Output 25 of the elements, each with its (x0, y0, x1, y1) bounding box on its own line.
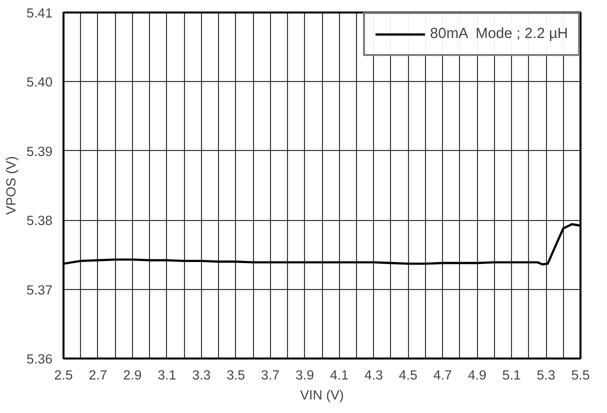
y-tick-label: 5.40 (26, 74, 53, 90)
x-tick-label: 4.5 (398, 368, 418, 382)
x-tick-label: 3.3 (192, 368, 211, 382)
x-tick-label: 2.7 (88, 368, 108, 382)
x-tick-label: 4.9 (468, 368, 486, 382)
y-tick-label: 5.39 (26, 144, 53, 159)
y-axis-title: VPOS (V) (4, 156, 19, 215)
x-tick-label: 5.5 (571, 368, 590, 382)
x-tick-label: 5.1 (502, 368, 521, 382)
x-tick-label: 5.3 (536, 368, 556, 382)
x-tick-label: 4.7 (433, 368, 452, 382)
x-tick-label: 4.3 (364, 368, 383, 382)
x-tick-label: 3.9 (296, 368, 314, 382)
x-tick-label: 3.1 (158, 368, 176, 382)
x-axis-title: VIN (V) (300, 388, 344, 402)
y-tick-label: 5.36 (26, 352, 53, 366)
legend-label: 80mA Mode ; 2.2 µH (430, 26, 568, 42)
x-tick-label: 3.7 (261, 368, 280, 382)
x-tick-label: 2.9 (123, 368, 142, 382)
y-tick-label: 5.38 (26, 213, 53, 228)
y-tick-label: 5.41 (26, 6, 53, 20)
y-tick-label: 5.37 (26, 282, 53, 298)
x-tick-label: 4.1 (330, 368, 348, 382)
x-tick-label: 3.5 (226, 368, 246, 382)
x-tick-label: 2.5 (54, 368, 73, 382)
